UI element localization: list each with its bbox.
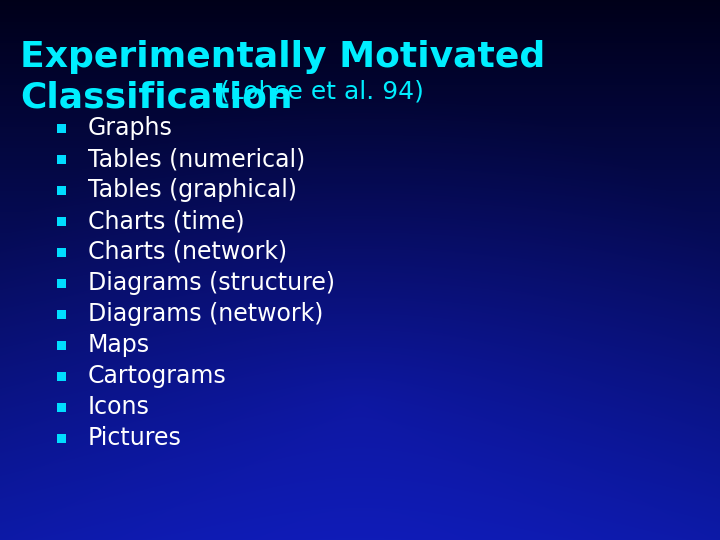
Text: Graphs: Graphs [88, 116, 173, 140]
Bar [57, 402, 66, 411]
Text: Diagrams (structure): Diagrams (structure) [88, 271, 335, 295]
Bar [57, 372, 66, 381]
Text: Icons: Icons [88, 395, 150, 419]
Text: Maps: Maps [88, 333, 150, 357]
Text: Diagrams (network): Diagrams (network) [88, 302, 323, 326]
Text: Charts (network): Charts (network) [88, 240, 287, 264]
Bar [57, 154, 66, 164]
Bar [57, 434, 66, 442]
Text: Pictures: Pictures [88, 426, 182, 450]
Bar [57, 279, 66, 287]
Bar [57, 309, 66, 319]
Text: (Lohse et al. 94): (Lohse et al. 94) [212, 80, 424, 104]
Text: Cartograms: Cartograms [88, 364, 227, 388]
Text: Charts (time): Charts (time) [88, 209, 245, 233]
Bar [57, 217, 66, 226]
Bar [57, 341, 66, 349]
Bar [57, 186, 66, 194]
Bar [57, 124, 66, 132]
Text: Classification: Classification [20, 80, 292, 114]
Text: Tables (numerical): Tables (numerical) [88, 147, 305, 171]
Bar [57, 247, 66, 256]
Text: Tables (graphical): Tables (graphical) [88, 178, 297, 202]
Text: Experimentally Motivated: Experimentally Motivated [20, 40, 545, 74]
